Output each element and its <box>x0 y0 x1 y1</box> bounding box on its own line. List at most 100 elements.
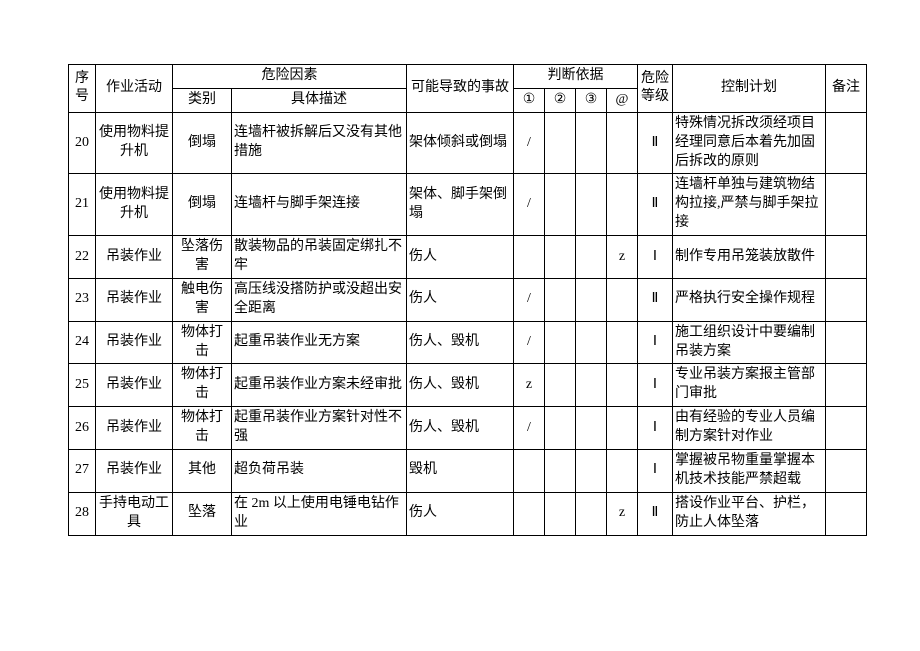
cell-description: 起重吊装作业方案针对性不强 <box>232 407 407 450</box>
table-row: 28手持电动工具坠落在 2m 以上使用电锤电钻作业伤人zⅡ搭设作业平台、护栏，防… <box>69 492 867 535</box>
hdr-j3: ③ <box>576 88 607 112</box>
cell-j2 <box>545 450 576 493</box>
cell-j2 <box>545 492 576 535</box>
cell-accident: 伤人 <box>407 236 514 279</box>
cell-plan: 由有经验的专业人员编制方案针对作业 <box>673 407 826 450</box>
cell-category: 物体打击 <box>173 321 232 364</box>
cell-j3 <box>576 112 607 174</box>
cell-j2 <box>545 321 576 364</box>
cell-accident: 架体倾斜或倒塌 <box>407 112 514 174</box>
cell-seq: 20 <box>69 112 96 174</box>
hdr-j4: @ <box>607 88 638 112</box>
hdr-description: 具体描述 <box>232 88 407 112</box>
cell-j3 <box>576 236 607 279</box>
cell-j3 <box>576 450 607 493</box>
cell-j1: / <box>514 321 545 364</box>
cell-level: Ⅱ <box>638 492 673 535</box>
cell-plan: 搭设作业平台、护栏，防止人体坠落 <box>673 492 826 535</box>
cell-level: Ⅰ <box>638 236 673 279</box>
table-row: 22吊装作业坠落伤害散装物品的吊装固定绑扎不牢伤人zⅠ制作专用吊笼装放散件 <box>69 236 867 279</box>
table-row: 27吊装作业其他超负荷吊装毁机Ⅰ掌握被吊物重量掌握本机技术技能严禁超载 <box>69 450 867 493</box>
cell-plan: 连墙杆单独与建筑物结构拉接,严禁与脚手架拉 接 <box>673 174 826 236</box>
cell-level: Ⅰ <box>638 364 673 407</box>
cell-accident: 伤人、毁机 <box>407 321 514 364</box>
cell-j3 <box>576 174 607 236</box>
cell-seq: 26 <box>69 407 96 450</box>
cell-category: 其他 <box>173 450 232 493</box>
cell-description: 起重吊装作业无方案 <box>232 321 407 364</box>
cell-description: 散装物品的吊装固定绑扎不牢 <box>232 236 407 279</box>
cell-note <box>826 407 867 450</box>
header-row-1: 序号 作业活动 危险因素 可能导致的事故 判断依据 危险等级 控制计划 备注 <box>69 65 867 89</box>
cell-level: Ⅰ <box>638 450 673 493</box>
cell-category: 物体打击 <box>173 364 232 407</box>
cell-description: 超负荷吊装 <box>232 450 407 493</box>
cell-j2 <box>545 236 576 279</box>
cell-plan: 严格执行安全操作规程 <box>673 278 826 321</box>
cell-j3 <box>576 492 607 535</box>
cell-j1 <box>514 236 545 279</box>
cell-activity: 使用物料提升机 <box>96 112 173 174</box>
cell-note <box>826 236 867 279</box>
hdr-accident: 可能导致的事故 <box>407 65 514 113</box>
cell-category: 坠落伤害 <box>173 236 232 279</box>
cell-j1 <box>514 450 545 493</box>
hdr-j1: ① <box>514 88 545 112</box>
hdr-plan: 控制计划 <box>673 65 826 113</box>
cell-plan: 专业吊装方案报主管部门审批 <box>673 364 826 407</box>
cell-note <box>826 278 867 321</box>
cell-level: Ⅱ <box>638 112 673 174</box>
table-row: 25吊装作业物体打击起重吊装作业方案未经审批伤人、毁机zⅠ专业吊装方案报主管部门… <box>69 364 867 407</box>
cell-level: Ⅰ <box>638 407 673 450</box>
cell-note <box>826 450 867 493</box>
cell-accident: 伤人 <box>407 278 514 321</box>
cell-j4 <box>607 450 638 493</box>
cell-j4: z <box>607 236 638 279</box>
cell-seq: 23 <box>69 278 96 321</box>
cell-description: 在 2m 以上使用电锤电钻作业 <box>232 492 407 535</box>
cell-seq: 21 <box>69 174 96 236</box>
cell-j1 <box>514 492 545 535</box>
cell-j3 <box>576 364 607 407</box>
cell-description: 起重吊装作业方案未经审批 <box>232 364 407 407</box>
hdr-judge: 判断依据 <box>514 65 638 89</box>
table-row: 24吊装作业物体打击起重吊装作业无方案伤人、毁机/Ⅰ施工组织设计中要编制吊装方案 <box>69 321 867 364</box>
cell-j1: / <box>514 278 545 321</box>
cell-description: 高压线没搭防护或没超出安全距离 <box>232 278 407 321</box>
cell-plan: 特殊情况拆改须经项目经理同意后本着先加固后拆改的原则 <box>673 112 826 174</box>
cell-j1: / <box>514 407 545 450</box>
cell-category: 倒塌 <box>173 174 232 236</box>
hdr-level: 危险等级 <box>638 65 673 113</box>
table-row: 20使用物料提升机倒塌连墙杆被拆解后又没有其他措施架体倾斜或倒塌/Ⅱ特殊情况拆改… <box>69 112 867 174</box>
cell-activity: 吊装作业 <box>96 364 173 407</box>
document-page: 序号 作业活动 危险因素 可能导致的事故 判断依据 危险等级 控制计划 备注 类… <box>0 0 920 651</box>
cell-j3 <box>576 407 607 450</box>
cell-j2 <box>545 112 576 174</box>
cell-accident: 架体、脚手架倒塌 <box>407 174 514 236</box>
cell-level: Ⅱ <box>638 174 673 236</box>
table-row: 21使用物料提升机倒塌连墙杆与脚手架连接架体、脚手架倒塌/Ⅱ连墙杆单独与建筑物结… <box>69 174 867 236</box>
cell-j4 <box>607 364 638 407</box>
cell-note <box>826 321 867 364</box>
cell-note <box>826 364 867 407</box>
cell-plan: 施工组织设计中要编制吊装方案 <box>673 321 826 364</box>
cell-activity: 吊装作业 <box>96 278 173 321</box>
hdr-risk: 危险因素 <box>173 65 407 89</box>
cell-j4 <box>607 321 638 364</box>
cell-activity: 吊装作业 <box>96 236 173 279</box>
cell-j4 <box>607 112 638 174</box>
cell-j1: / <box>514 112 545 174</box>
cell-j4 <box>607 174 638 236</box>
cell-activity: 吊装作业 <box>96 407 173 450</box>
cell-j3 <box>576 321 607 364</box>
cell-note <box>826 492 867 535</box>
cell-activity: 手持电动工具 <box>96 492 173 535</box>
cell-category: 坠落 <box>173 492 232 535</box>
risk-table: 序号 作业活动 危险因素 可能导致的事故 判断依据 危险等级 控制计划 备注 类… <box>68 64 867 536</box>
cell-activity: 使用物料提升机 <box>96 174 173 236</box>
cell-seq: 28 <box>69 492 96 535</box>
cell-description: 连墙杆与脚手架连接 <box>232 174 407 236</box>
cell-seq: 25 <box>69 364 96 407</box>
cell-description: 连墙杆被拆解后又没有其他措施 <box>232 112 407 174</box>
cell-note <box>826 174 867 236</box>
